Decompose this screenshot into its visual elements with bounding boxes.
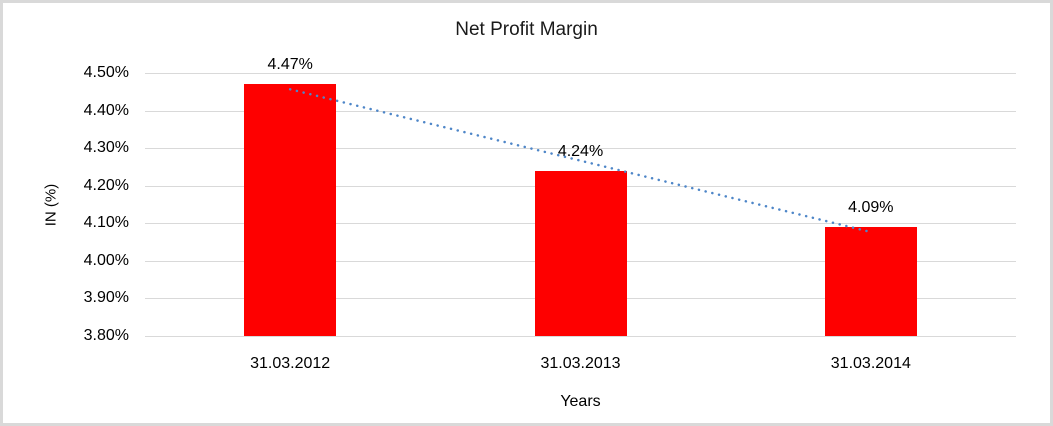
trendline: [288, 88, 873, 234]
y-tick-label: 4.30%: [83, 139, 129, 157]
bar-data-label: 4.24%: [557, 142, 604, 160]
chart-title: Net Profit Margin: [455, 19, 598, 40]
y-tick-label: 3.80%: [83, 327, 129, 344]
x-category-label: 31.03.2012: [250, 355, 331, 372]
y-tick-label: 4.10%: [83, 214, 129, 232]
x-category-label: 31.03.2014: [830, 355, 911, 372]
gridline: [145, 148, 1016, 150]
y-tick-label: 4.40%: [83, 101, 129, 119]
x-axis-title: Years: [560, 393, 601, 410]
bar: [244, 84, 337, 336]
bar: [534, 170, 627, 336]
y-tick-label: 4.50%: [83, 64, 129, 81]
gridline: [145, 110, 1016, 112]
y-tick-label: 4.20%: [83, 176, 129, 194]
bar: [824, 227, 917, 336]
bar-data-label: 4.47%: [267, 56, 313, 74]
gridline: [145, 73, 1016, 74]
y-tick-label: 4.00%: [83, 251, 129, 269]
gridline: [145, 336, 1016, 337]
y-tick-label: 3.90%: [83, 289, 129, 307]
bar-data-label: 4.09%: [848, 199, 894, 217]
x-category-label: 31.03.2013: [540, 355, 621, 372]
trendline-segment: [288, 88, 873, 234]
